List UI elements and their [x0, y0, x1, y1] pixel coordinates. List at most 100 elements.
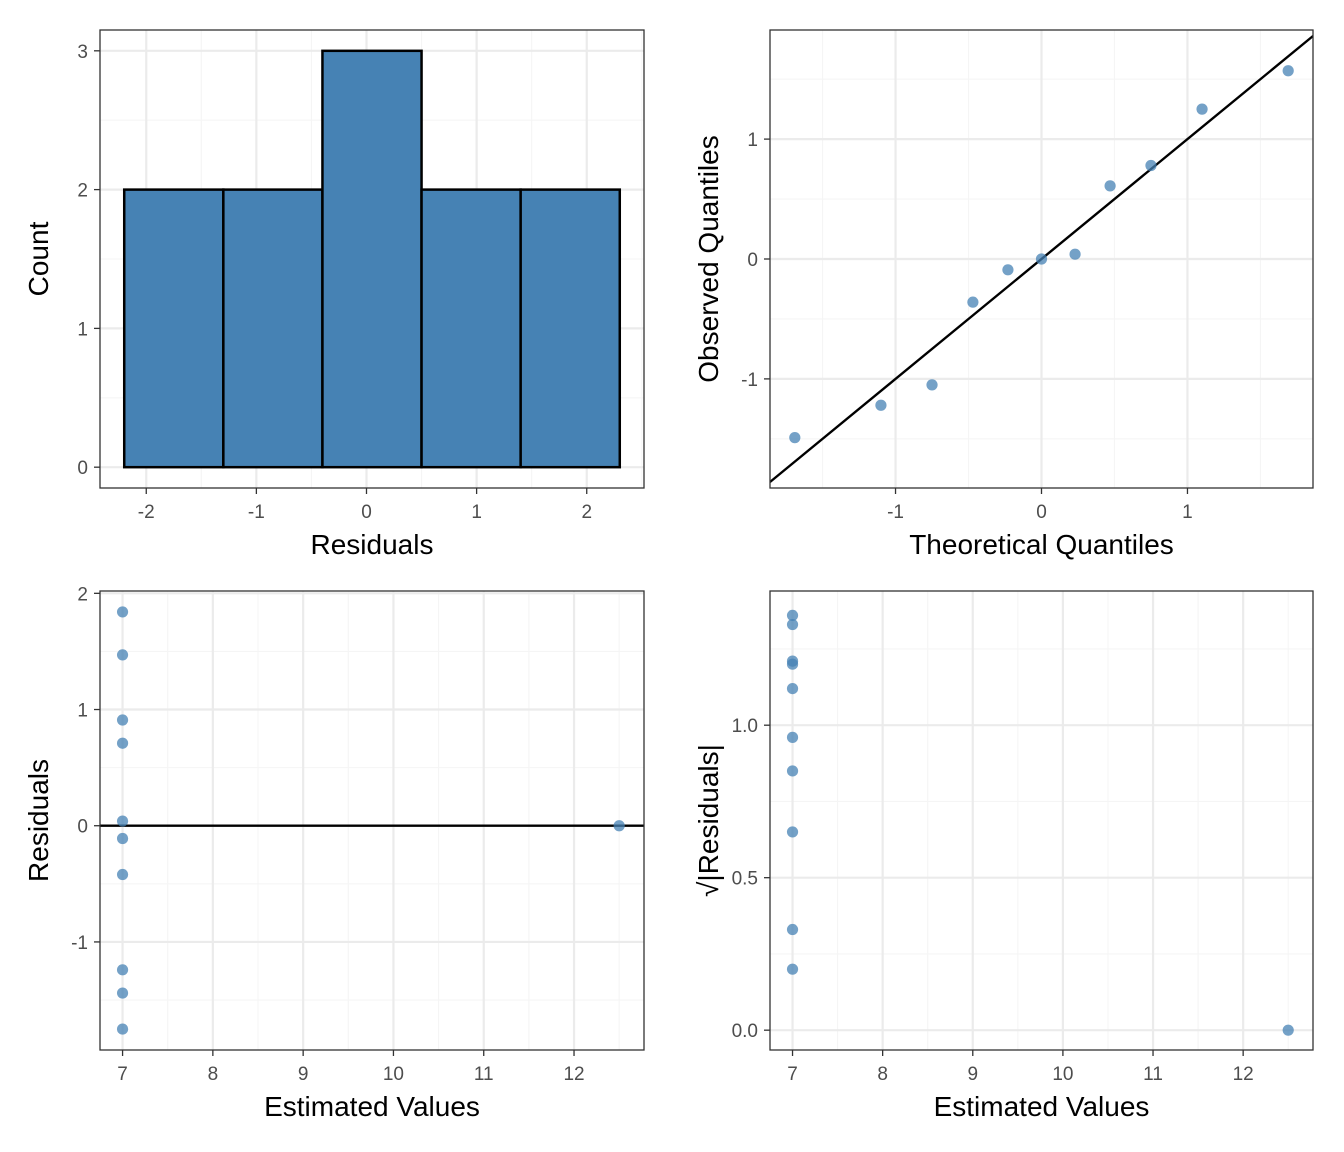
- scale-location-point-0: [786, 609, 799, 621]
- histogram-bar-0: [122, 188, 225, 469]
- scale-location-x-axis-title: Estimated Values: [934, 1091, 1150, 1122]
- residuals-vs-fitted-point-9: [116, 1023, 129, 1035]
- histogram-bar-4: [519, 188, 622, 469]
- qq-plot-y-tick-label: -1: [741, 370, 758, 391]
- scale-location-panel-border: [769, 590, 1314, 1051]
- scale-location-x-tick-label: 9: [967, 1064, 978, 1085]
- residuals-vs-fitted-x-axis-title: Estimated Values: [264, 1091, 480, 1122]
- histogram-y-tick-label: 1: [77, 319, 88, 340]
- histogram-x-tick-label: 2: [581, 502, 592, 523]
- qq-plot-point-8: [1145, 159, 1157, 172]
- residuals-vs-fitted-panel-border: [99, 590, 645, 1051]
- scale-location-point-1: [786, 618, 799, 631]
- histogram-y-tick-label: 3: [77, 42, 88, 63]
- residuals-vs-fitted-y-tick-label: 2: [77, 584, 88, 605]
- qq-plot-point-9: [1196, 103, 1208, 115]
- histogram-bar-1: [222, 188, 324, 469]
- qq-plot-points: [770, 35, 1313, 483]
- residuals-vs-fitted-x-tick-label: 10: [383, 1064, 404, 1085]
- qq-plot-point-5: [1035, 253, 1048, 265]
- scale-location-y-tick-label: 1.0: [732, 716, 758, 737]
- qq-plot-y-tick-label: 1: [747, 130, 758, 151]
- residuals-vs-fitted-y-tick-label: 0: [77, 817, 88, 838]
- residuals-vs-fitted-point-10: [613, 820, 625, 832]
- residuals-vs-fitted-x-tick-label: 9: [298, 1064, 309, 1085]
- qq-plot-gridlines: [770, 30, 1313, 488]
- scale-location-x-tick-label: 12: [1233, 1064, 1254, 1085]
- scale-location-point-3: [786, 658, 799, 670]
- qq-plot-y-axis-title: Observed Quantiles: [693, 135, 724, 382]
- residuals-vs-fitted-point-3: [116, 737, 129, 749]
- residuals-vs-fitted-x-tick-label: 7: [117, 1064, 128, 1085]
- qq-plot-x-tick-label: -1: [887, 502, 904, 523]
- scale-location-x-tick-label: 8: [877, 1064, 888, 1085]
- qq-plot-x-axis-title: Theoretical Quantiles: [909, 529, 1174, 560]
- residuals-vs-fitted-point-2: [116, 714, 129, 726]
- histogram-y-tick-label: 0: [77, 458, 88, 479]
- qq-plot-point-0: [789, 432, 801, 444]
- residuals-vs-fitted-point-0: [116, 606, 129, 618]
- residuals-vs-fitted-x-tick-label: 8: [208, 1064, 219, 1085]
- scale-location-panel: 7 8 9 10 11 12 0.0 0.5 1.0 Estimated Values √|Re…: [693, 590, 1314, 1122]
- scale-location-x-tick-label: 7: [787, 1064, 798, 1085]
- qq-plot-point-3: [967, 296, 979, 308]
- scale-location-point-7: [786, 826, 799, 838]
- residuals-vs-fitted-point-1: [116, 649, 129, 661]
- qq-plot-ticks: -1 0 1 -1 0 1: [741, 130, 1193, 523]
- histogram-y-axis-title: Count: [23, 221, 54, 296]
- scale-location-y-axis-title: √|Residuals|: [693, 744, 724, 897]
- scale-location-point-5: [786, 731, 799, 743]
- qq-plot-x-tick-label: 1: [1182, 502, 1193, 523]
- residuals-vs-fitted-gridlines: [100, 591, 644, 1050]
- residuals-vs-fitted-points: [100, 606, 644, 1035]
- scale-location-x-tick-label: 10: [1052, 1064, 1073, 1085]
- residuals-vs-fitted-point-6: [116, 868, 129, 881]
- histogram-bar-2: [321, 49, 423, 469]
- scale-location-point-10: [1282, 1024, 1294, 1036]
- scale-location-points: [786, 609, 1294, 1036]
- qq-plot-point-1: [875, 399, 887, 411]
- histogram-x-tick-label: -2: [138, 502, 155, 523]
- residuals-vs-fitted-y-axis-title: Residuals: [23, 759, 54, 882]
- scale-location-y-tick-label: 0.0: [732, 1021, 758, 1042]
- residuals-vs-fitted-point-4: [116, 815, 129, 827]
- qq-plot-panel: -1 0 1 -1 0 1 Theoretical Quantiles Observed …: [693, 29, 1314, 560]
- scale-location-gridlines: [770, 591, 1313, 1050]
- qq-plot-point-10: [1282, 65, 1294, 77]
- residuals-vs-fitted-x-tick-label: 12: [563, 1064, 584, 1085]
- histogram-x-axis-title: Residuals: [311, 529, 434, 560]
- scale-location-point-8: [786, 923, 799, 936]
- residuals-vs-fitted-point-7: [116, 964, 129, 976]
- qq-plot-x-tick-label: 0: [1036, 502, 1047, 523]
- scale-location-point-4: [786, 682, 799, 695]
- histogram-x-tick-label: 0: [361, 502, 372, 523]
- histogram-bar-3: [420, 188, 522, 469]
- scale-location-panel-background: [770, 591, 1313, 1050]
- qq-plot-point-2: [926, 379, 938, 391]
- histogram-bars: [122, 49, 622, 469]
- qq-plot-point-7: [1104, 180, 1116, 192]
- histogram-panel-border: [99, 29, 645, 489]
- scale-location-ticks: 7 8 9 10 11 12 0.0 0.5 1.0: [732, 716, 1254, 1085]
- histogram-x-tick-label: 1: [471, 502, 482, 523]
- qq-plot-point-6: [1069, 248, 1081, 260]
- scale-location-x-tick-label: 11: [1143, 1064, 1163, 1085]
- histogram-panel: -2 -1 0 1 2 0 1 2 3 Residuals Count: [23, 29, 645, 560]
- residuals-vs-fitted-panel-background: [100, 591, 644, 1050]
- histogram-y-tick-label: 2: [77, 181, 88, 202]
- residuals-vs-fitted-y-tick-label: 1: [77, 701, 88, 722]
- scale-location-point-9: [786, 963, 799, 975]
- residuals-vs-fitted-x-tick-label: 11: [474, 1064, 494, 1085]
- scale-location-y-tick-label: 0.5: [732, 869, 758, 890]
- histogram-ticks: -2 -1 0 1 2 0 1 2 3: [77, 42, 592, 523]
- qq-plot-point-4: [1002, 264, 1014, 276]
- residuals-vs-fitted-point-5: [116, 832, 129, 845]
- scale-location-point-6: [786, 765, 799, 777]
- histogram-x-tick-label: -1: [248, 502, 265, 523]
- residuals-vs-fitted-point-8: [116, 987, 129, 999]
- qq-plot-y-tick-label: 0: [747, 250, 758, 271]
- residuals-vs-fitted-y-tick-label: -1: [71, 933, 88, 954]
